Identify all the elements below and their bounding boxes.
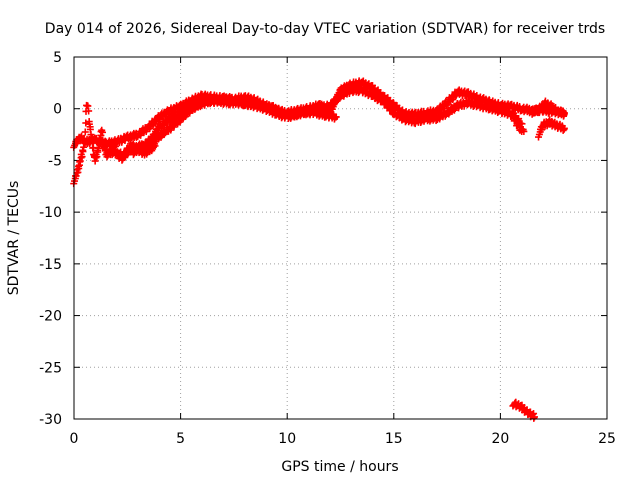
data-point [332, 113, 340, 121]
y-tick-label: -30 [39, 412, 62, 428]
data-point [85, 107, 93, 115]
data-point [388, 105, 396, 113]
data-points [70, 77, 568, 422]
data-point [80, 137, 88, 145]
data-point [82, 119, 90, 127]
x-tick-label: 0 [70, 431, 79, 447]
x-tick-label: 5 [176, 431, 185, 447]
data-point [78, 153, 86, 161]
data-point [560, 124, 568, 132]
x-tick-label: 25 [598, 431, 616, 447]
data-point [331, 114, 339, 122]
y-tick-label: -15 [39, 257, 62, 273]
y-tick-label: -20 [39, 309, 62, 325]
data-point [99, 128, 107, 136]
plot-frame [73, 56, 608, 420]
chart-title: Day 014 of 2026, Sidereal Day-to-day VTE… [45, 21, 605, 37]
axis-ticks: 0 5 10 15 20 25 5 0 -5 -10 -15 -20 -25 -30 [39, 50, 616, 447]
data-point [74, 168, 82, 176]
x-tick-label: 20 [491, 431, 509, 447]
data-point [520, 127, 528, 135]
y-tick-label: -25 [39, 360, 62, 376]
data-point [81, 128, 89, 136]
x-tick-label: 10 [278, 431, 296, 447]
y-tick-label: 0 [53, 102, 62, 118]
y-tick-label: 5 [53, 50, 62, 66]
data-point [515, 115, 523, 123]
y-axis-label: SDTVAR / TECUs [6, 181, 22, 296]
y-tick-label: -5 [48, 153, 62, 169]
data-point [93, 153, 101, 161]
y-tick-label: -10 [39, 205, 62, 221]
data-point [560, 110, 568, 118]
data-point [88, 136, 96, 144]
x-axis-label: GPS time / hours [281, 459, 398, 475]
data-point [151, 142, 159, 150]
data-point [111, 142, 119, 150]
x-tick-label: 15 [385, 431, 403, 447]
